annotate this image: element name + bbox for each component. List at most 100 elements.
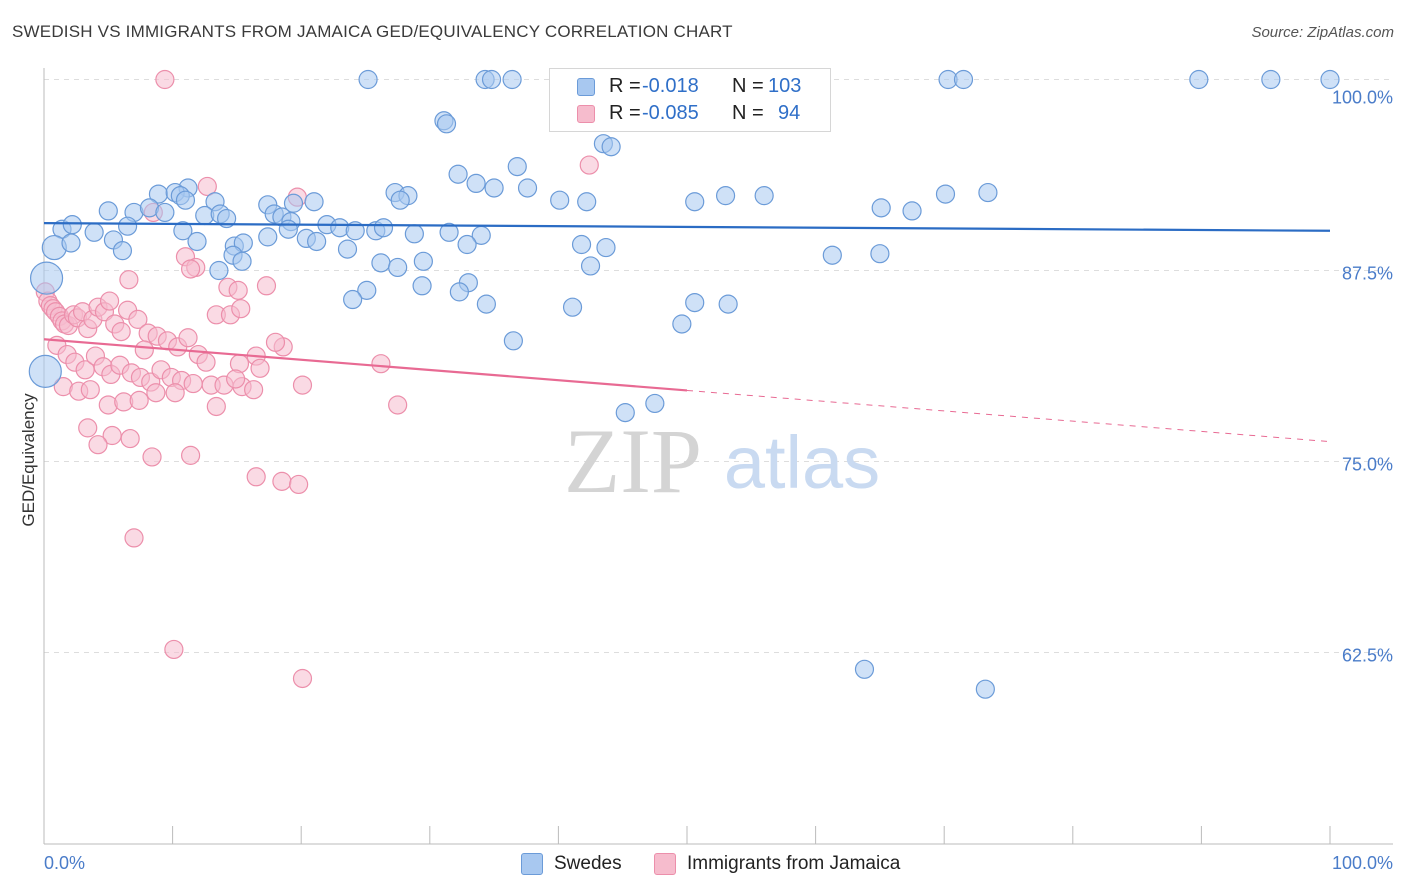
jamaica-point	[142, 447, 162, 467]
jamaica-point	[226, 369, 246, 389]
y-tick-label: 100.0%	[1332, 88, 1393, 108]
swedes-point	[307, 231, 327, 252]
swedes-point	[390, 190, 410, 210]
jamaica-point	[197, 176, 217, 197]
jamaica-point	[155, 69, 175, 90]
swedes-point	[550, 190, 570, 210]
y-axis-title: GED/Equivalency	[19, 393, 38, 527]
swedes-point	[902, 201, 922, 221]
swedes-point	[615, 403, 635, 423]
swedes-n-value: 103	[768, 75, 802, 97]
swedes-point	[278, 219, 298, 239]
swedes-point	[1320, 69, 1340, 90]
swedes-point	[596, 237, 616, 258]
swedes-point	[715, 186, 736, 206]
jamaica-point	[124, 528, 144, 548]
swedes-point	[854, 659, 875, 679]
swedes-point	[503, 331, 523, 351]
jamaica-swatch	[577, 105, 595, 123]
swedes-point	[29, 261, 64, 295]
swedes-point	[517, 178, 538, 198]
swedes-point	[62, 215, 82, 235]
jamaica-point	[246, 467, 266, 487]
jamaica-trend-line	[43, 338, 688, 392]
swedes-point	[371, 253, 391, 273]
swedes-point	[481, 69, 502, 90]
jamaica-point	[579, 155, 599, 175]
trend-lines	[43, 222, 1331, 443]
jamaica-point	[78, 418, 98, 438]
swedes-point	[173, 221, 193, 241]
swedes-point	[484, 178, 504, 198]
swedes-point	[466, 173, 486, 194]
swedes-point	[84, 222, 104, 242]
swedes-swatch	[577, 78, 595, 96]
jamaica-point	[119, 270, 139, 290]
x-tick-label-max: 100.0%	[1332, 853, 1393, 873]
swedes-point	[871, 198, 891, 218]
jamaica-n-value: 94	[778, 102, 801, 124]
jamaica-point	[128, 309, 148, 329]
swedes-point	[436, 114, 457, 134]
swedes-point	[1261, 69, 1281, 90]
jamaica-point	[388, 395, 408, 415]
jamaica-r-label: R =	[609, 102, 641, 124]
y-tick-label: 62.5%	[1342, 646, 1393, 666]
watermark-atlas: atlas	[724, 421, 880, 504]
legend-row-swedes: R = -0.018 N = 103	[550, 74, 830, 100]
swedes-point	[343, 289, 363, 310]
swedes-point	[672, 314, 692, 334]
jamaica-point	[181, 259, 201, 279]
jamaica-point	[164, 639, 184, 660]
swedes-points	[28, 69, 1340, 699]
swedes-r-value: -0.018	[642, 75, 699, 97]
swedes-point	[601, 137, 621, 157]
jamaica-point	[371, 354, 391, 374]
swedes-point	[373, 218, 394, 238]
x-tick-label-min: 0.0%	[44, 853, 85, 873]
swedes-point	[935, 184, 956, 204]
swedes-point	[870, 244, 890, 264]
chart-title: SWEDISH VS IMMIGRANTS FROM JAMAICA GED/E…	[12, 22, 733, 41]
swedes-point	[187, 231, 207, 252]
y-tick-label: 75.0%	[1342, 455, 1393, 475]
swedes-point	[502, 69, 522, 90]
swedes-point	[357, 280, 377, 300]
swedes-point	[439, 222, 459, 242]
swedes-point	[232, 251, 252, 271]
source-label: Source: ZipAtlas.com	[1251, 24, 1394, 41]
swedes-point	[61, 233, 81, 253]
swedes-point	[112, 241, 133, 261]
swedes-point	[117, 216, 138, 236]
series-legend: Swedes Immigrants from Jamaica	[0, 852, 1406, 878]
swedes-point	[975, 679, 995, 699]
swedes-point	[577, 192, 597, 212]
jamaica-point	[80, 380, 100, 400]
jamaica-point	[272, 471, 292, 491]
jamaica-point	[256, 276, 277, 296]
jamaica-point	[231, 299, 251, 319]
swedes-point	[476, 294, 496, 314]
jamaica-point	[183, 373, 203, 394]
jamaica-point	[178, 328, 198, 348]
swedes-point	[754, 186, 774, 206]
watermark-zip: ZIP	[564, 410, 702, 512]
swedes-point	[283, 193, 304, 213]
swedes-point	[685, 192, 705, 212]
swedes-point	[571, 234, 592, 255]
jamaica-point	[181, 445, 201, 465]
swedes-r-label: R =	[609, 75, 641, 97]
swedes-legend-label: Swedes	[554, 853, 622, 874]
swedes-point	[330, 218, 350, 238]
swedes-point	[685, 292, 705, 313]
jamaica-point	[250, 358, 270, 378]
swedes-point	[978, 182, 998, 203]
swedes-point	[404, 224, 424, 244]
stats-legend: R = -0.018 N = 103 R = -0.085 N = 94	[549, 68, 831, 132]
jamaica-point	[206, 396, 226, 417]
jamaica-point	[265, 332, 286, 352]
jamaica-point	[88, 435, 108, 455]
jamaica-n-label: N =	[732, 102, 764, 124]
swedes-point	[645, 393, 665, 414]
